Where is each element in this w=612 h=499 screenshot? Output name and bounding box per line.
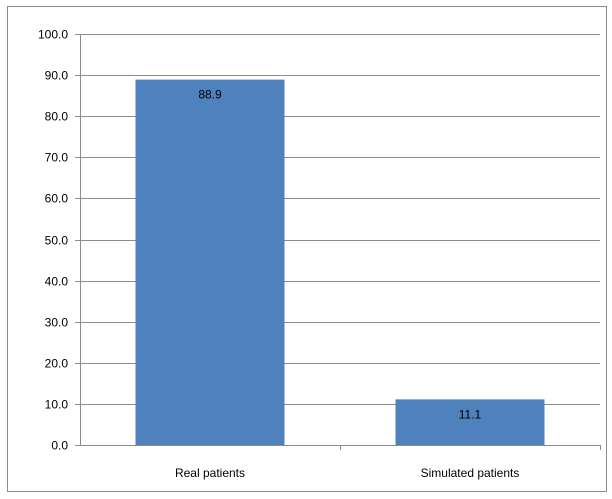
y-tick-label: 0.0: [51, 439, 68, 453]
bar: [395, 399, 545, 445]
category-label: Real patients: [175, 466, 245, 480]
category-labels: Real patients Simulated patients: [175, 466, 519, 480]
y-tick-label: 20.0: [45, 357, 69, 371]
y-tick-label: 50.0: [45, 234, 69, 248]
y-tick-labels: 0.0 10.0 20.0 30.0 40.0 50.0 60.0 70.0 80.0 90.0 1…: [38, 28, 68, 453]
bars: [135, 79, 545, 445]
axes: [75, 34, 601, 450]
y-tick-label: 40.0: [45, 275, 69, 289]
y-tick-label: 30.0: [45, 316, 69, 330]
y-tick-label: 60.0: [45, 192, 69, 206]
y-tick-label: 100.0: [38, 28, 68, 42]
y-tick-label: 70.0: [45, 151, 69, 165]
y-tick-label: 80.0: [45, 110, 69, 124]
y-tick-label: 10.0: [45, 398, 69, 412]
bar: [135, 79, 285, 445]
category-label: Simulated patients: [421, 466, 520, 480]
data-labels: 88.9 11.1: [198, 88, 481, 422]
data-label: 11.1: [459, 407, 482, 421]
y-tick-label: 90.0: [45, 69, 69, 83]
data-label: 88.9: [198, 88, 222, 102]
